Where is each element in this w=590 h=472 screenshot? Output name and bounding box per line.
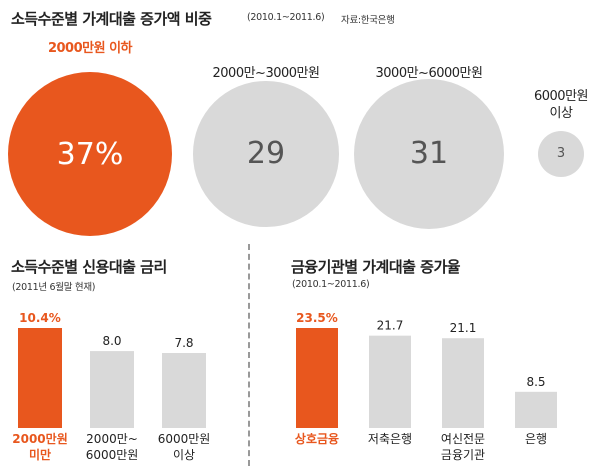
bubble-category-label: 6000만원 이상 [533, 89, 589, 121]
bar-category-label: 은행 [525, 431, 547, 446]
bar-value-label: 7.8 [174, 336, 193, 350]
bar-category-label: 저축은행 [368, 431, 412, 446]
bar [162, 353, 206, 428]
bar-value-label: 21.1 [450, 321, 477, 335]
bar-category-label: 금융기관 [441, 448, 485, 462]
bubble-value-label: 29 [246, 136, 286, 172]
bubble-category-label: 2000만~3000만원 [212, 66, 320, 81]
bar-category-label: 2000만~ [86, 432, 138, 446]
bar [369, 335, 411, 428]
bubble-category-label: 3000만~6000만원 [375, 66, 483, 81]
bubble-1: 37% [8, 72, 172, 236]
bar [90, 351, 134, 428]
bar-value-label: 21.7 [377, 319, 404, 333]
bar [442, 338, 484, 428]
section3-note: (2010.1~2011.6) [292, 279, 370, 290]
bubble-4: 3 [537, 130, 585, 178]
bar-category-label: 6000만원 [158, 432, 211, 446]
bar-category-label: 상호금융 [295, 431, 339, 446]
section-divider [248, 244, 250, 466]
bar-category-label: 이상 [173, 448, 195, 462]
section1-source: 자료:한국은행 [341, 15, 395, 26]
bar-value-label: 8.0 [102, 334, 121, 348]
bubble-value-label: 3 [556, 146, 566, 162]
bar-value-label: 8.5 [526, 375, 545, 389]
bubble-value-label: 37% [56, 136, 124, 172]
bar [296, 328, 338, 428]
bubble-value-label: 31 [409, 136, 449, 172]
section3-title: 금융기관별 가계대출 증가율 [291, 258, 461, 276]
bar [515, 391, 557, 428]
bubble-2: 29 [193, 81, 339, 227]
section1-title: 소득수준별 가계대출 증가액 비중 [11, 10, 212, 28]
bar-value-label: 23.5% [296, 311, 338, 325]
bar-value-label: 10.4% [19, 311, 61, 325]
bar-category-label: 6000만원 [86, 448, 139, 462]
bar-category-label: 미만 [29, 447, 51, 462]
bar [18, 328, 62, 428]
section2-note: (2011년 6월말 현재) [12, 282, 96, 293]
bubble-3: 31 [353, 78, 505, 230]
bar-category-label: 여신전문 [441, 432, 485, 446]
section2-title: 소득수준별 신용대출 금리 [11, 258, 167, 276]
section1-period: (2010.1~2011.6) [247, 12, 325, 23]
bar-category-label: 2000만원 [12, 431, 67, 446]
bubble-category-label: 2000만원 이하 [47, 41, 133, 56]
